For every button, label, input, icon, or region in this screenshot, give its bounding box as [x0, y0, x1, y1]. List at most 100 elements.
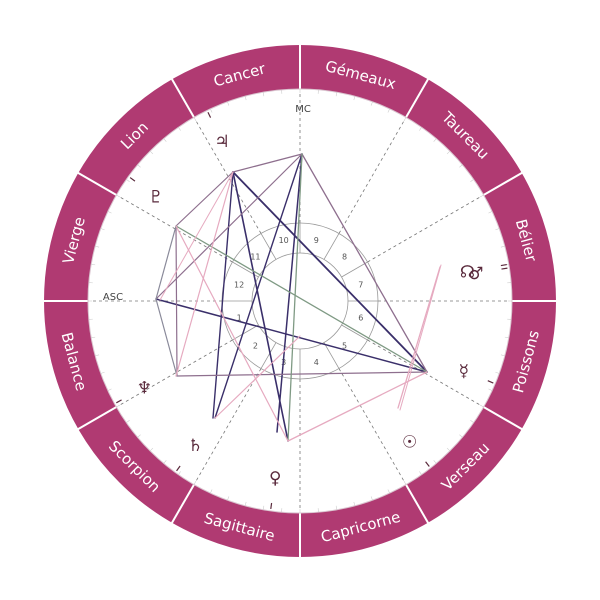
jupiter-glyph: ♃ — [214, 132, 229, 152]
mc-label: MC — [295, 104, 311, 115]
degree-tick — [433, 138, 437, 142]
house-divider — [323, 233, 340, 260]
mercury-glyph: ☿ — [459, 362, 469, 382]
mars-tick — [501, 267, 508, 270]
house-number: 10 — [279, 236, 289, 245]
degree-tick — [446, 150, 451, 155]
aspect-line — [175, 171, 234, 377]
sign-divider — [404, 77, 430, 119]
degree-tick — [116, 194, 121, 198]
mars-glyph: ♂ — [468, 264, 483, 284]
degree-tick — [459, 164, 463, 168]
sign-divider — [76, 171, 118, 197]
aspect-line — [232, 171, 428, 373]
house-cusp-line — [338, 368, 405, 482]
degree-tick — [419, 471, 422, 475]
degree-tick — [500, 354, 505, 357]
degree-tick — [163, 460, 167, 464]
aspect-line — [232, 153, 303, 173]
house-cusp-line — [195, 368, 262, 482]
venus-glyph: ♀ — [269, 468, 281, 488]
degree-tick — [126, 179, 130, 182]
aspect-line — [175, 171, 234, 227]
house-number: 4 — [314, 358, 319, 367]
degree-tick — [419, 127, 422, 131]
degree-tick — [178, 471, 181, 475]
aspect-line — [175, 225, 289, 442]
degree-tick — [495, 228, 500, 231]
pluto-tick — [129, 177, 136, 182]
degree-tick — [446, 447, 451, 452]
degree-tick — [137, 434, 141, 438]
house-cusp-line — [119, 339, 233, 406]
sign-divider — [482, 171, 524, 197]
neptune-glyph: ♆ — [137, 378, 152, 398]
degree-tick — [178, 127, 181, 131]
degree-tick — [335, 92, 338, 97]
planet-glyphs: ♃ ♇ ♆ ♄ ♀ ☉ ☿ ♂☊ — [116, 111, 508, 510]
degree-tick — [126, 420, 130, 423]
pluto-glyph: ♇ — [148, 187, 163, 207]
degree-tick — [149, 150, 154, 155]
aspect-line — [276, 153, 303, 433]
degree-tick — [387, 108, 390, 113]
mercury-tick — [487, 380, 494, 384]
degree-tick — [353, 501, 356, 506]
degree-tick — [137, 164, 141, 168]
degree-tick — [244, 96, 247, 101]
degree-tick — [495, 371, 500, 374]
neptune-tick — [116, 399, 122, 404]
degree-tick — [116, 404, 121, 408]
aspect-line — [175, 225, 178, 377]
house-cusp-line — [338, 120, 405, 234]
aspect-line — [232, 171, 289, 442]
saturn-tick — [176, 465, 181, 472]
degree-tick — [193, 480, 197, 485]
degree-tick — [459, 434, 463, 438]
aspect-lines — [155, 153, 442, 442]
degree-tick — [262, 505, 265, 510]
degree-tick — [479, 404, 484, 408]
degree-tick — [210, 108, 213, 113]
aspect-line — [212, 171, 234, 419]
sun-glyph: ☉ — [402, 432, 417, 452]
degree-tick — [479, 194, 484, 198]
aspect-line — [155, 298, 178, 377]
degree-tick — [470, 179, 474, 182]
aspect-line — [214, 153, 303, 419]
degree-tick — [91, 336, 96, 339]
house-number: 9 — [314, 236, 319, 245]
house-number: 12 — [234, 281, 244, 290]
aspect-line — [176, 371, 428, 377]
house-number: 2 — [253, 342, 258, 351]
house-cusp-line — [367, 196, 481, 263]
house-divider — [341, 324, 368, 341]
node-tick — [500, 263, 507, 267]
house-number: 8 — [342, 252, 347, 261]
sign-divider — [404, 483, 430, 525]
degree-tick — [100, 371, 105, 374]
saturn-glyph: ♄ — [188, 436, 203, 456]
house-divider — [341, 261, 368, 278]
degree-tick — [227, 101, 230, 106]
degree-tick — [244, 501, 247, 506]
jupiter-tick — [207, 111, 212, 118]
aspect-line — [214, 335, 301, 419]
aspect-line — [175, 225, 428, 373]
degree-tick — [335, 505, 338, 510]
degree-tick — [433, 460, 437, 464]
degree-tick — [163, 138, 167, 142]
degree-tick — [488, 388, 493, 391]
degree-tick — [370, 496, 373, 501]
house-divider — [232, 324, 259, 341]
house-divider — [260, 342, 277, 369]
degree-tick — [403, 480, 407, 485]
house-number: 6 — [358, 313, 363, 322]
aspect-line — [159, 171, 234, 301]
sun-tick — [425, 461, 430, 467]
degree-tick — [149, 447, 154, 452]
aspect-line — [399, 264, 442, 411]
house-number: 1 — [237, 313, 242, 322]
degree-tick — [470, 420, 474, 423]
